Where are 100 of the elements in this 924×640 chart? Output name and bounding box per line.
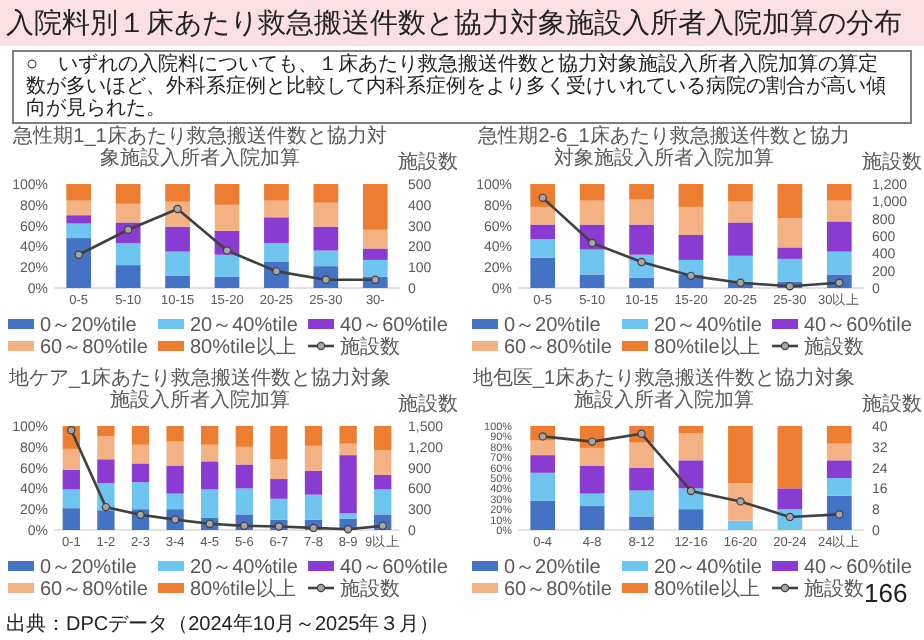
bar: [270, 426, 288, 460]
bar: [678, 433, 704, 461]
bar: [678, 426, 704, 434]
bar: [826, 251, 852, 275]
bar: [530, 206, 556, 225]
bar: [165, 226, 190, 252]
bar: [66, 215, 92, 224]
bar: [728, 184, 753, 202]
bar: [115, 243, 141, 266]
bar: [530, 455, 556, 473]
bar: [629, 199, 654, 225]
point: [785, 282, 795, 291]
chart-title: 地包医_1床あたり救急搬送件数と協力対象施設入所者入院加算: [472, 368, 856, 412]
point: [67, 425, 76, 435]
bar: [530, 257, 556, 288]
bar: [579, 249, 605, 275]
bar: [728, 201, 753, 223]
legend-label: 施設数: [340, 335, 400, 359]
bar: [66, 223, 92, 239]
legend-label: 20～40%tile: [654, 557, 763, 579]
bar: [214, 254, 240, 277]
bar: [270, 459, 288, 480]
bar: [264, 184, 289, 201]
legend-label: 40～60%tile: [804, 557, 913, 579]
bar: [678, 234, 704, 260]
chart-title: 地ケア_1床あたり救急搬送件数と協力対象施設入所者入院加算: [8, 368, 392, 412]
bar: [165, 275, 190, 288]
bar: [826, 426, 852, 444]
bar: [339, 513, 357, 519]
bar: [97, 459, 115, 484]
bar: [629, 277, 654, 288]
bar: [362, 229, 388, 249]
bar: [270, 498, 288, 520]
bar: [678, 206, 704, 235]
legend-label: 0～20%tile: [504, 557, 602, 579]
bar: [235, 488, 253, 515]
bar: [304, 445, 323, 471]
legend-label: 0～20%tile: [40, 315, 138, 337]
bar: [629, 442, 654, 468]
bar: [66, 184, 92, 201]
bar: [826, 460, 852, 478]
legend-label: 60～80%tile: [504, 579, 613, 601]
bar: [374, 426, 392, 450]
bar: [165, 251, 190, 276]
bar: [339, 426, 357, 444]
bar: [62, 448, 80, 470]
bar: [235, 464, 253, 489]
legend-label: 20～40%tile: [190, 557, 299, 579]
bar: [629, 490, 654, 517]
bar: [166, 426, 184, 442]
bar: [304, 470, 323, 495]
legend-label: 60～80%tile: [40, 337, 149, 359]
source-note: 出典：DPCデータ（2024年10月～2025年３月）: [6, 614, 440, 638]
bar: [131, 482, 150, 510]
chart-title: 急性期1_1床あたり救急搬送件数と協力対象施設入所者入院加算: [11, 126, 389, 170]
bar: [270, 479, 288, 499]
y2-axis-title: 施設数: [862, 150, 922, 174]
bar: [264, 217, 289, 244]
bar: [66, 238, 92, 288]
legend-label: 20～40%tile: [654, 315, 763, 337]
bar: [678, 460, 704, 489]
bar: [201, 489, 219, 518]
point: [136, 510, 145, 519]
bar: [530, 440, 556, 456]
bar: [728, 255, 753, 282]
point: [736, 278, 745, 287]
bar: [131, 426, 150, 445]
bar: [777, 247, 803, 259]
bar: [777, 426, 803, 489]
bar: [826, 478, 852, 496]
bar: [579, 274, 605, 288]
bar: [678, 509, 704, 530]
legend-label: 20～40%tile: [190, 315, 299, 337]
y2-axis-title: 施設数: [398, 150, 458, 174]
text: 入院料別１床あたり救急搬送件数と協力対象施設入所者入院加算の分布: [6, 6, 922, 40]
bar: [629, 516, 654, 530]
bar: [826, 221, 852, 252]
legend-label: 60～80%tile: [40, 579, 149, 601]
point: [222, 246, 232, 255]
bar: [579, 506, 605, 530]
bar: [362, 259, 388, 277]
legend-label: 60～80%tile: [504, 337, 613, 359]
bar: [629, 467, 654, 491]
bar: [530, 239, 556, 258]
bar: [214, 276, 240, 288]
bar: [304, 426, 323, 446]
point: [343, 525, 353, 534]
bar: [579, 200, 605, 225]
legend-label: 40～60%tile: [340, 557, 449, 579]
bar: [62, 489, 80, 509]
bar: [579, 184, 605, 201]
legend-label: 80%tile以上: [190, 335, 296, 359]
bar: [629, 224, 654, 255]
bar: [264, 200, 289, 218]
text: ○ いずれの入院料についても、１床あたり救急搬送件数と協力対象施設入所者入院加算の算定数が多いほど、外科系症例と比較して内科系症例をより多く受けいれている病院の割合が高い傾向が見られた。: [12, 50, 912, 124]
bar: [62, 469, 80, 490]
bar: [530, 500, 556, 530]
bar: [678, 184, 704, 207]
bar: [826, 443, 852, 461]
bar: [530, 224, 556, 240]
